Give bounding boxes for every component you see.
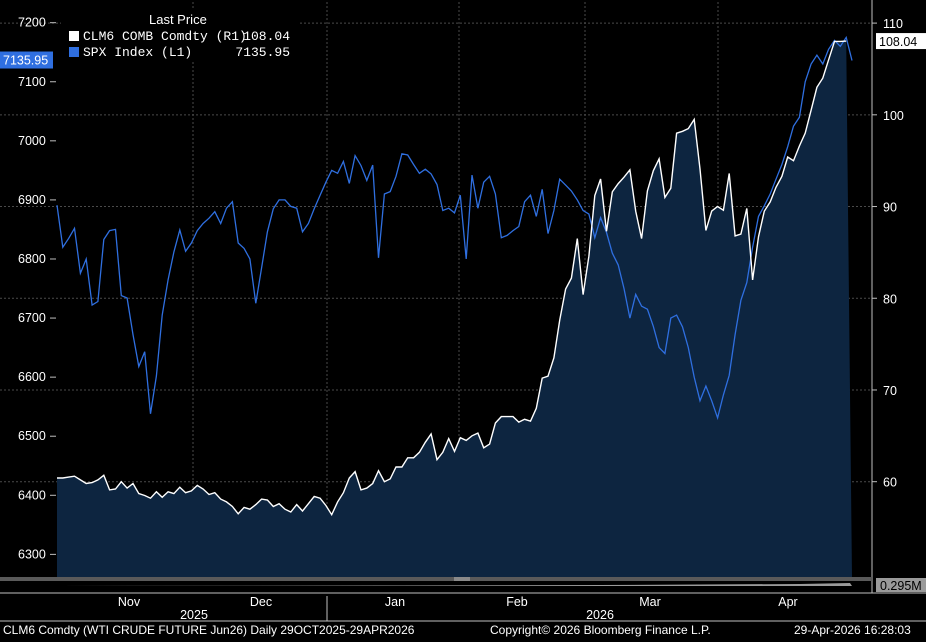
left-tick-label: 7000 [18, 134, 46, 148]
right-tick-label: 60 [883, 476, 897, 490]
left-tick-label: 6700 [18, 311, 46, 325]
left-tick-label: 6300 [18, 547, 46, 561]
footer-security-description: CLM6 Comdty (WTI CRUDE FUTURE Jun26) Dai… [3, 623, 415, 637]
legend-item-spx[interactable]: SPX Index (L1) 7135.95 [69, 45, 294, 60]
volume-panel [0, 577, 872, 586]
left-tick-label: 6500 [18, 429, 46, 443]
right-tick-label: 90 [883, 201, 897, 215]
left-tick-label: 6900 [18, 193, 46, 207]
right-tick-label: 80 [883, 292, 897, 306]
legend-swatch-spx [69, 47, 79, 57]
legend-label-spx: SPX Index (L1) [83, 45, 193, 60]
legend-item-clm6[interactable]: CLM6 COMB Comdty (R1) 108.04 [69, 29, 294, 44]
last-value-badges: 7135.95 108.04 0.295M [0, 33, 926, 593]
year-label: 2026 [586, 608, 614, 622]
left-tick-label: 6600 [18, 370, 46, 384]
panel-separator [0, 577, 872, 581]
legend-value-clm6: 108.04 [243, 29, 290, 44]
volume-last-badge [876, 578, 926, 592]
volume-last-value: 0.295M [880, 579, 922, 593]
left-tick-label: 6800 [18, 252, 46, 266]
month-label: Nov [118, 595, 141, 609]
month-label: Mar [639, 595, 661, 609]
month-label: Apr [778, 595, 797, 609]
panel-resize-handle [454, 577, 470, 581]
x-axis-labels: Nov Dec Jan Feb Mar Apr 2025 2026 [118, 595, 798, 622]
spx-index-line[interactable] [56, 35, 853, 421]
left-axis-ticks: 6300 6400 6500 6600 6700 6800 6900 7000 7100 7200 [18, 16, 56, 561]
legend-value-spx: 7135.95 [235, 45, 290, 60]
right-tick-label: 110 [883, 17, 903, 31]
month-label: Feb [506, 595, 528, 609]
footer-copyright: Copyright© 2026 Bloomberg Finance L.P. [490, 623, 711, 637]
right-axis-ticks: 60 70 80 90 100 110 [872, 17, 904, 490]
year-label: 2025 [180, 608, 208, 622]
month-label: Jan [385, 595, 405, 609]
legend-title: Last Price [149, 12, 207, 27]
clm6-last-value: 108.04 [879, 35, 917, 49]
left-tick-label: 6400 [18, 488, 46, 502]
left-tick-label: 7200 [18, 16, 46, 30]
clm6-last-badge [876, 33, 926, 50]
right-tick-label: 70 [883, 384, 897, 398]
legend-label-clm6: CLM6 COMB Comdty (R1) [83, 29, 247, 44]
axis-frame [0, 0, 926, 622]
footer-timestamp: 29-Apr-2026 16:28:03 [794, 623, 911, 637]
month-label: Dec [250, 595, 272, 609]
volume-bars [60, 583, 852, 586]
clm6-price-line[interactable] [57, 40, 847, 517]
spx-last-value: 7135.95 [3, 54, 48, 68]
right-tick-label: 100 [883, 109, 904, 123]
legend-swatch-clm6 [69, 31, 79, 41]
spx-last-badge [0, 51, 53, 69]
left-tick-label: 7100 [18, 75, 46, 89]
chart-legend: Last Price CLM6 COMB Comdty (R1) 108.04 … [61, 9, 298, 61]
clm6-area-fill [57, 41, 852, 579]
